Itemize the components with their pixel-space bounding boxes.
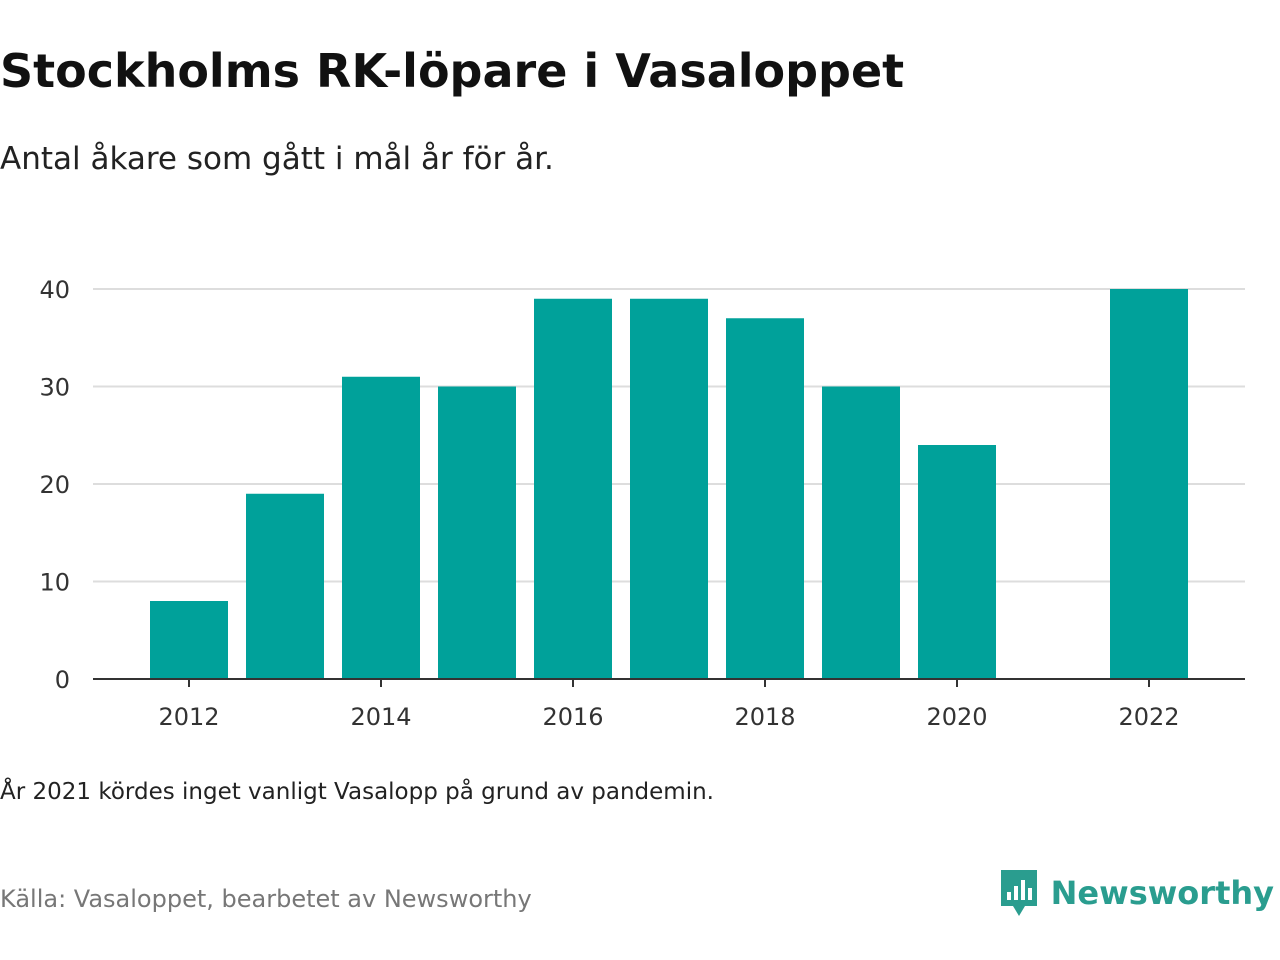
bar-2018 (726, 318, 804, 679)
y-tick-label: 30 (39, 374, 70, 402)
bar-2019 (822, 386, 900, 679)
x-tick-label: 2014 (350, 703, 411, 731)
bars (150, 289, 1188, 679)
x-tick-label: 2016 (542, 703, 603, 731)
chart-note: År 2021 kördes inget vanligt Vasalopp på… (0, 779, 714, 805)
newsworthy-logo-icon (1000, 870, 1037, 916)
bar-2015 (438, 386, 516, 679)
bar-2020 (918, 445, 996, 679)
bar-2016 (534, 298, 612, 679)
x-tick-label: 2022 (1118, 703, 1179, 731)
newsworthy-brand: Newsworthy (999, 868, 1274, 918)
chart-subtitle: Antal åkare som gått i mål år för år. (0, 141, 554, 177)
x-tick-label: 2018 (734, 703, 795, 731)
y-tick-label: 20 (39, 471, 70, 499)
bar-2014 (342, 376, 420, 679)
source-credit: Källa: Vasaloppet, bearbetet av Newswort… (0, 885, 532, 913)
y-tick-label: 0 (55, 666, 70, 694)
bar-chart: 0 10 20 30 40 2012 2014 2016 2018 2020 2022 (39, 276, 1245, 731)
bar-2013 (246, 493, 324, 679)
bar-2012 (150, 601, 228, 679)
bar-2017 (630, 298, 708, 679)
y-tick-label: 40 (39, 276, 70, 304)
axes: 0 10 20 30 40 2012 2014 2016 2018 2020 2022 (39, 276, 1245, 731)
brand-name: Newsworthy (1050, 874, 1274, 912)
x-tick-label: 2020 (926, 703, 987, 731)
x-tick-label: 2012 (158, 703, 219, 731)
y-tick-label: 10 (39, 569, 70, 597)
chart-title: Stockholms RK-löpare i Vasaloppet (0, 44, 905, 98)
bar-2022 (1110, 289, 1188, 679)
